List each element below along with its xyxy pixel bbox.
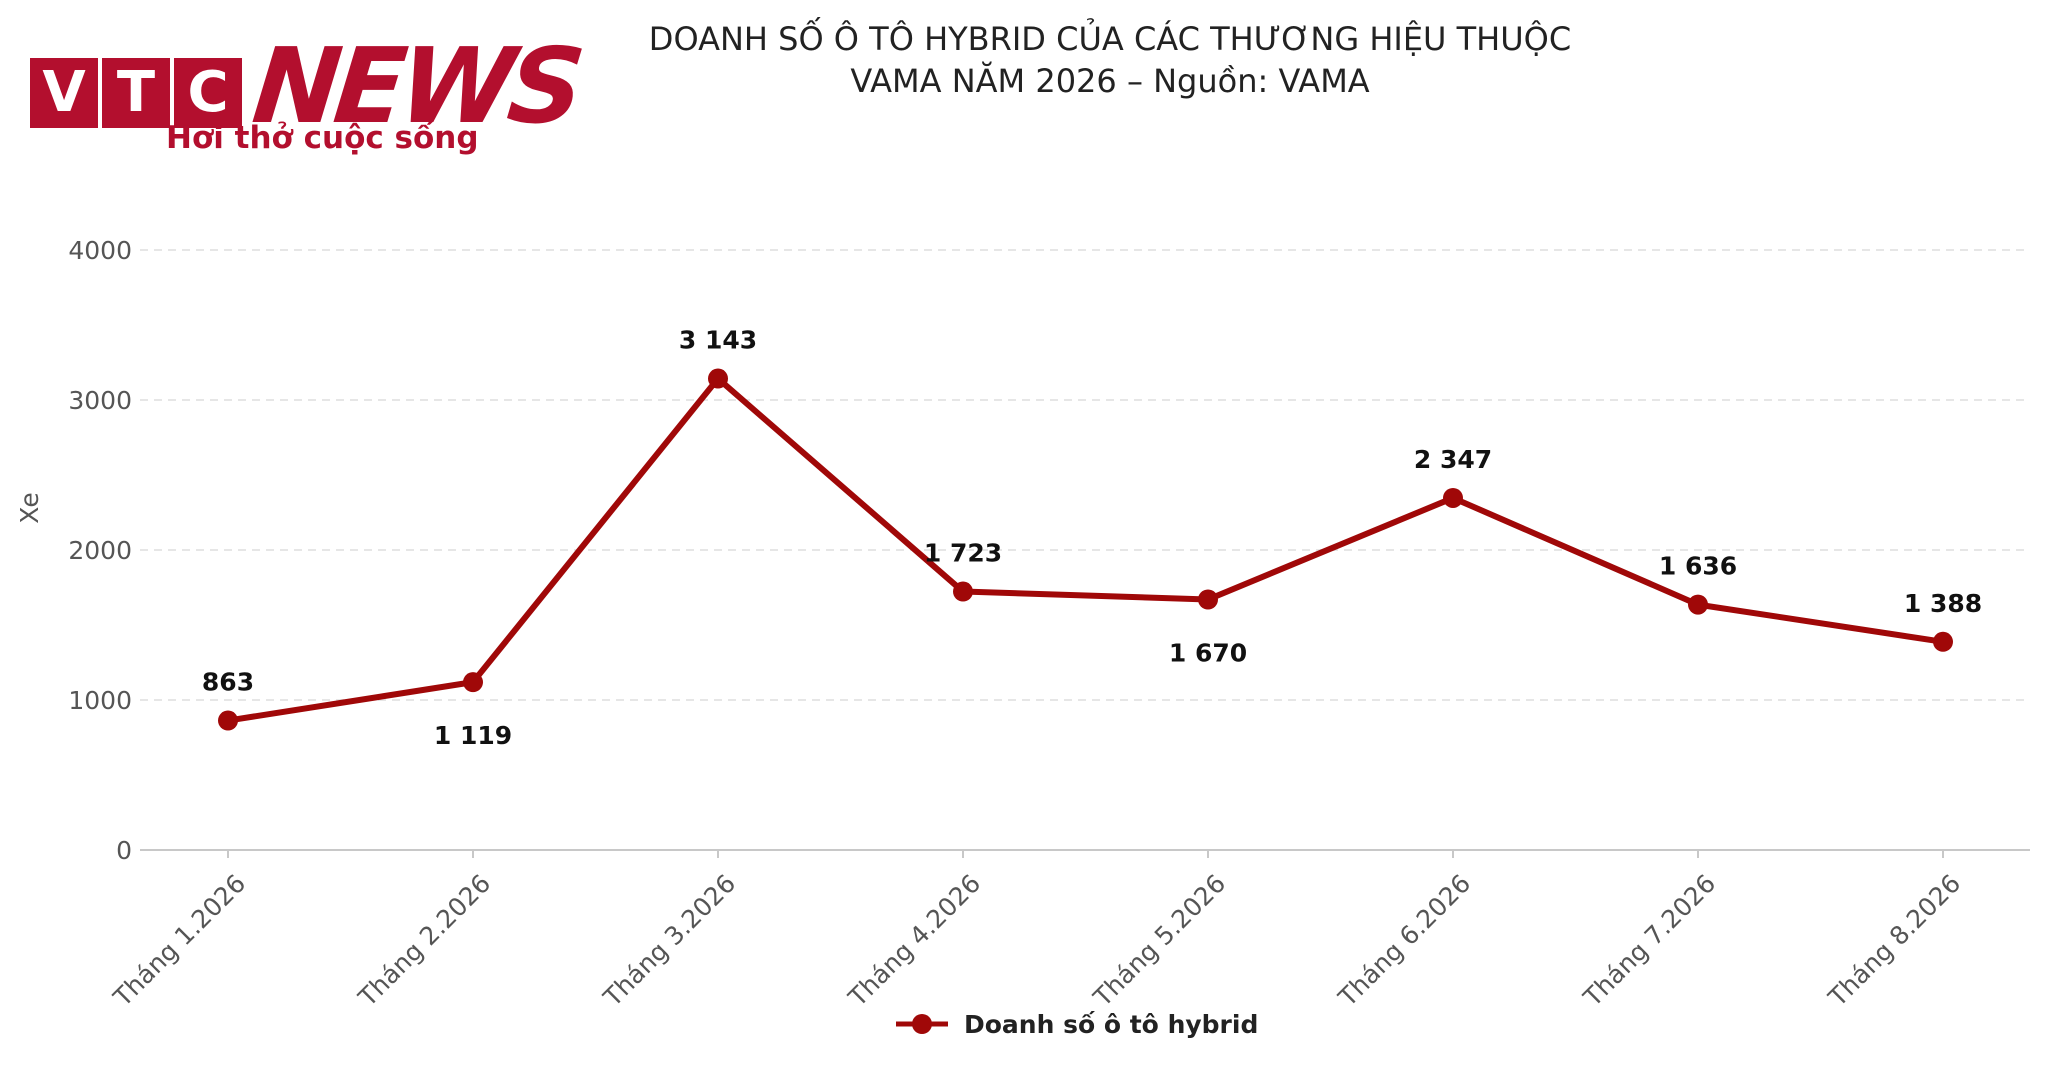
logo-letter-v: V xyxy=(30,58,98,128)
x-tick-label: Tháng 5.2026 xyxy=(1087,869,1231,1013)
x-tick-label: Tháng 3.2026 xyxy=(597,869,741,1013)
chart-title-line-1: DOANH SỐ Ô TÔ HYBRID CỦA CÁC THƯƠNG HIỆU… xyxy=(648,20,1572,58)
y-tick-label: 0 xyxy=(116,836,132,865)
x-axis-ticks: Tháng 1.2026 Tháng 2.2026 Tháng 3.2026 Thán… xyxy=(107,850,1966,1013)
data-point xyxy=(1688,594,1708,615)
y-tick-label: 1000 xyxy=(68,686,132,715)
x-tick-label: Tháng 4.2026 xyxy=(842,869,986,1013)
logo-slogan: Hơi thở cuộc sống xyxy=(166,120,479,156)
legend-entry-label: Doanh số ô tô hybrid xyxy=(964,1010,1258,1039)
data-label: 1 636 xyxy=(1659,552,1737,581)
x-tick-label: Tháng 2.2026 xyxy=(352,869,496,1013)
data-point xyxy=(1443,487,1463,508)
data-label: 1 670 xyxy=(1169,639,1247,668)
data-point xyxy=(953,581,973,602)
series-group xyxy=(218,368,1953,731)
y-axis-ticks: 0 1000 2000 3000 4000 xyxy=(68,236,132,865)
data-label: 863 xyxy=(202,668,254,697)
data-label: 1 388 xyxy=(1904,589,1982,618)
y-axis-label: Xe xyxy=(15,492,44,523)
data-label: 1 723 xyxy=(924,539,1002,568)
data-point xyxy=(463,672,483,693)
logo-letter-t: T xyxy=(102,58,170,128)
vtc-news-logo: V T C NEWS Hơi thở cuộc sống xyxy=(30,25,584,158)
logo-letter-c: C xyxy=(174,58,242,128)
grid-lines xyxy=(140,249,2030,701)
data-point xyxy=(1933,631,1953,652)
data-labels: 863 1 119 3 143 1 723 1 670 2 347 1 636 1 388 xyxy=(202,326,1982,751)
x-tick-label: Tháng 8.2026 xyxy=(1822,869,1966,1013)
legend-marker xyxy=(912,1014,932,1034)
vtc-letters: V T C xyxy=(30,58,246,128)
y-tick-label: 3000 xyxy=(68,386,132,415)
data-point xyxy=(1198,589,1218,610)
legend: Doanh số ô tô hybrid xyxy=(896,1010,1258,1039)
data-label: 2 347 xyxy=(1414,445,1492,474)
series-line xyxy=(225,375,1946,724)
y-tick-label: 4000 xyxy=(68,236,132,265)
chart-title: DOANH SỐ Ô TÔ HYBRID CỦA CÁC THƯƠNG HIỆU… xyxy=(560,18,1660,102)
chart-title-line-2: VAMA NĂM 2026 – Nguồn: VAMA xyxy=(850,62,1370,100)
data-label: 1 119 xyxy=(434,721,512,750)
x-tick-label: Tháng 7.2026 xyxy=(1577,869,1721,1013)
y-tick-label: 2000 xyxy=(68,536,132,565)
x-tick-label: Tháng 1.2026 xyxy=(107,869,251,1013)
data-point xyxy=(218,710,238,731)
x-tick-label: Tháng 6.2026 xyxy=(1332,869,1476,1013)
data-label: 3 143 xyxy=(679,326,757,355)
data-point xyxy=(708,368,728,389)
